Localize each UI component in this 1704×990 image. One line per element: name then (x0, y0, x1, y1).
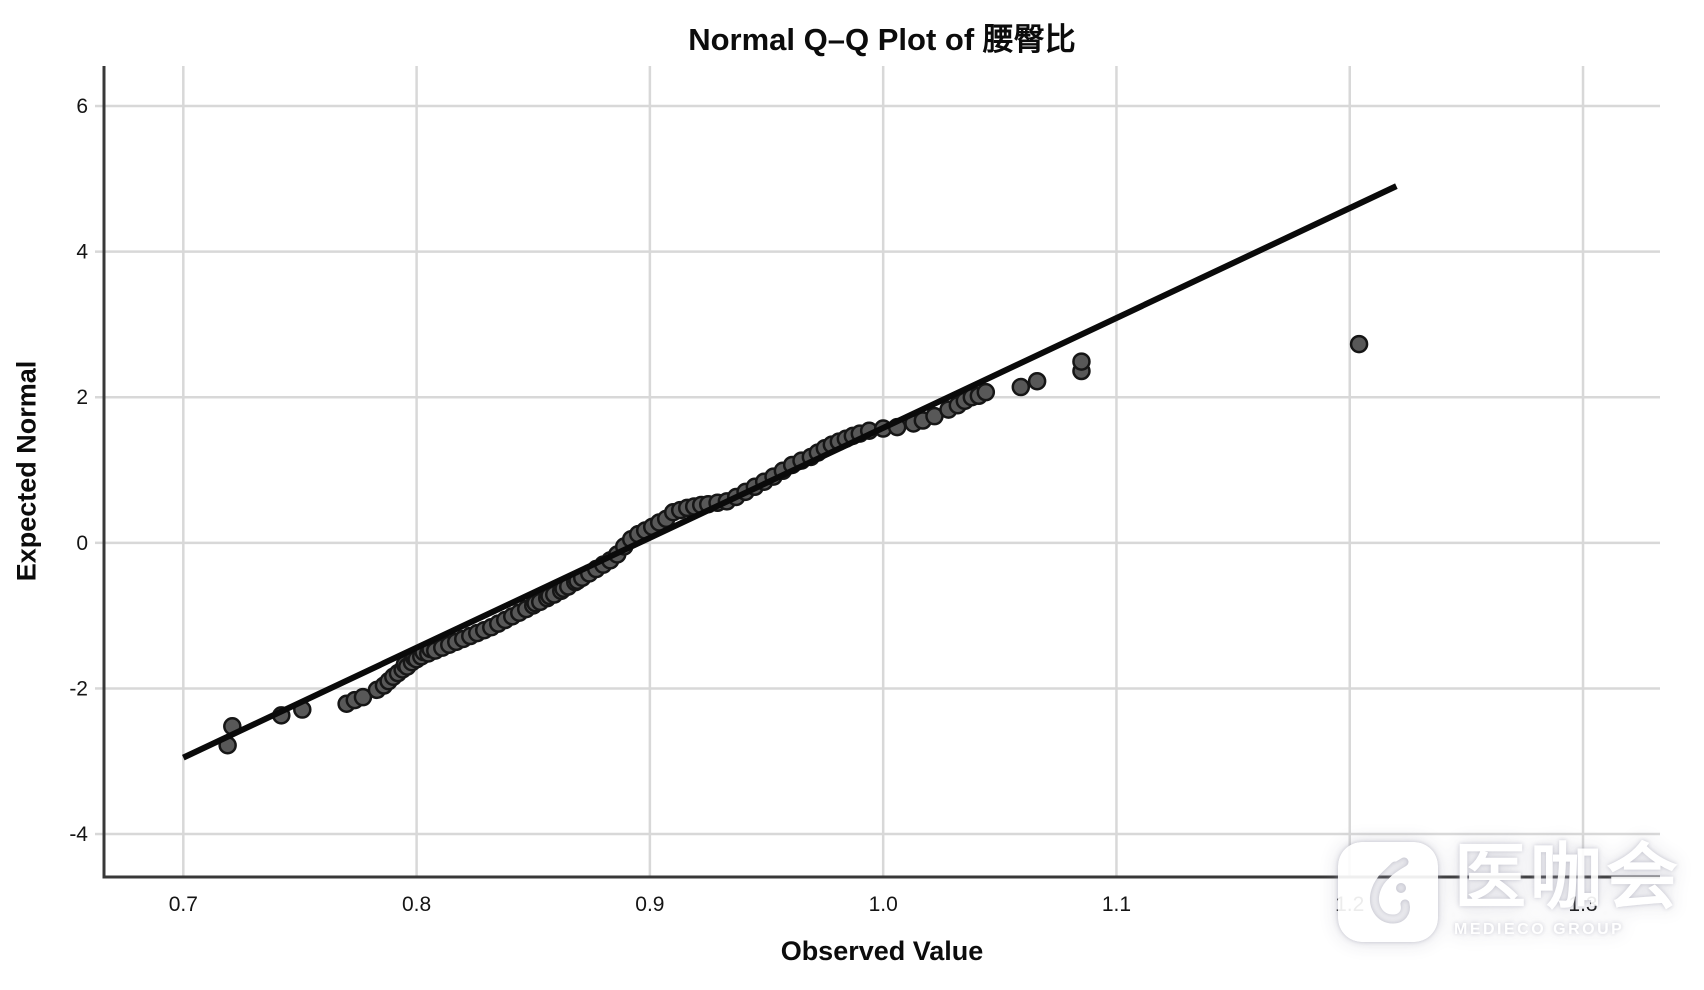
x-tick-label: 0.8 (402, 893, 431, 916)
x-tick-label: 0.7 (169, 893, 198, 916)
y-tick-label: 0 (76, 532, 88, 555)
qq-point (976, 382, 996, 402)
x-tick-label: 0.9 (635, 893, 664, 916)
qq-point (1027, 371, 1047, 391)
y-tick-label: -2 (69, 677, 88, 700)
x-tick-label: 1.2 (1335, 893, 1364, 916)
chart-title: Normal Q–Q Plot of 腰臀比 (688, 22, 1076, 57)
y-tick-label: -4 (69, 823, 88, 846)
x-tick-label: 1.3 (1568, 893, 1597, 916)
x-tick-label: 1.1 (1102, 893, 1131, 916)
qq-point (353, 687, 373, 707)
y-tick-label: 2 (76, 386, 88, 409)
qq-point (1011, 377, 1031, 397)
y-tick-label: 4 (76, 241, 88, 264)
x-tick-label: 1.0 (869, 893, 898, 916)
qq-point (1349, 334, 1369, 354)
x-axis-title: Observed Value (780, 936, 984, 966)
reference-line (182, 183, 1398, 761)
y-tick-label: 6 (76, 95, 88, 118)
qq-point (1072, 352, 1091, 371)
